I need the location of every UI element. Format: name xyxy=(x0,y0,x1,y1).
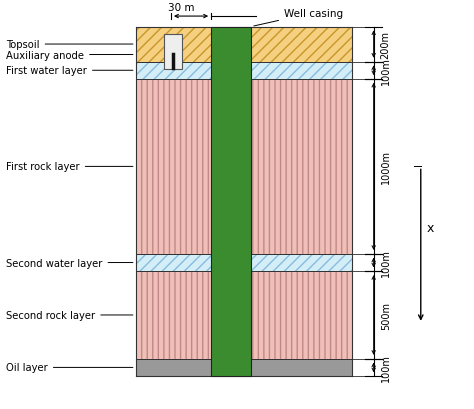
Bar xyxy=(136,254,211,272)
Text: Well casing: Well casing xyxy=(254,9,343,27)
Bar xyxy=(251,272,353,359)
Bar xyxy=(251,27,353,62)
Bar xyxy=(251,359,353,376)
Text: 100m: 100m xyxy=(381,57,391,85)
Text: Auxiliary anode: Auxiliary anode xyxy=(6,50,133,61)
Bar xyxy=(251,62,353,80)
Text: Topsoil: Topsoil xyxy=(6,40,133,50)
Text: Second rock layer: Second rock layer xyxy=(6,310,133,320)
Bar xyxy=(251,272,353,359)
Bar xyxy=(211,27,251,376)
Text: 200m: 200m xyxy=(381,31,391,59)
Bar xyxy=(164,34,182,70)
Bar xyxy=(136,62,211,80)
Text: First rock layer: First rock layer xyxy=(6,162,133,172)
Bar xyxy=(136,254,211,272)
Bar xyxy=(136,80,211,254)
Text: First water layer: First water layer xyxy=(6,66,133,76)
Bar xyxy=(251,254,353,272)
Text: 1000m: 1000m xyxy=(381,150,391,184)
Text: 100m: 100m xyxy=(381,249,391,277)
Bar xyxy=(251,254,353,272)
Bar xyxy=(251,359,353,376)
Bar xyxy=(251,80,353,254)
Bar xyxy=(136,272,211,359)
Text: 100m: 100m xyxy=(381,354,391,382)
Bar xyxy=(136,272,211,359)
Bar xyxy=(136,80,211,254)
Bar xyxy=(136,27,211,62)
Bar xyxy=(136,359,211,376)
Text: 30 m: 30 m xyxy=(168,3,195,13)
Text: Second water layer: Second water layer xyxy=(6,258,133,268)
Bar xyxy=(136,62,211,80)
Text: 500m: 500m xyxy=(381,301,391,329)
Bar xyxy=(136,359,211,376)
Text: x: x xyxy=(427,222,434,234)
Bar xyxy=(251,62,353,80)
Bar xyxy=(136,27,211,62)
Bar xyxy=(251,27,353,62)
Bar xyxy=(251,80,353,254)
Text: Oil layer: Oil layer xyxy=(6,362,133,373)
